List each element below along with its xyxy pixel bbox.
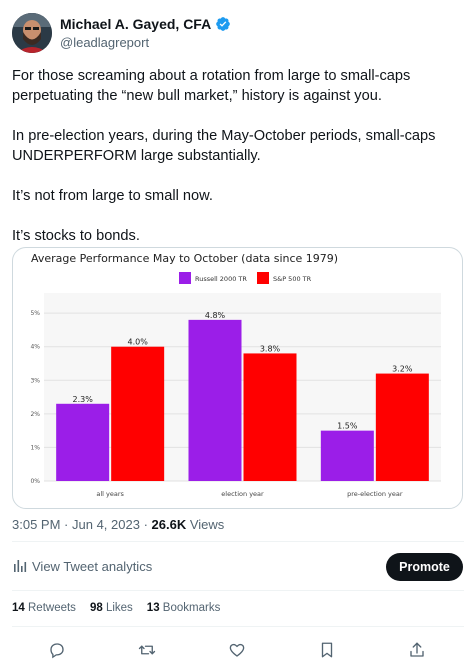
share-button[interactable] [405,638,429,662]
analytics-label: View Tweet analytics [32,558,153,574]
data-label: 3.2% [392,365,413,374]
verified-badge-icon [216,17,231,31]
legend-swatch [257,272,269,284]
bookmarks-label: Bookmarks [162,602,221,614]
bookmark-button[interactable] [315,638,339,662]
bookmark-icon [321,642,333,658]
author-handle[interactable]: @leadlagreport [60,35,150,50]
separator-dot: · [64,517,72,532]
likes-count: 98 [89,602,103,614]
divider [12,590,464,591]
bar [111,346,165,481]
likes-stat[interactable]: 98 Likes [90,602,133,614]
tweet-timestamp: 3:05 PM · Jun 4, 2023 · 26.6K Views [12,517,224,532]
bar [375,373,429,481]
x-tick-label: all years [96,490,124,498]
legend-label: S&P 500 TR [273,275,312,283]
data-label: 2.3% [73,395,94,404]
data-label: 4.0% [128,338,149,347]
plot-area [44,293,441,481]
tweet-time[interactable]: 3:05 PM [12,517,61,532]
legend-label: Russell 2000 TR [195,275,247,283]
like-icon [229,643,245,657]
bar-chart: Average Performance May to October (data… [30,252,441,498]
views-count: 26.6K [151,517,187,532]
chart-title: Average Performance May to October (data… [31,252,338,265]
bar [243,353,297,481]
x-tick-label: election year [221,490,264,498]
reply-icon [50,643,64,659]
y-tick-label: 0% [30,478,40,485]
likes-label: Likes [105,602,133,614]
tweet-header: Michael A. Gayed, CFA @leadlagreport [12,13,464,55]
retweets-count: 14 [12,602,25,614]
tweet-paragraph: It’s stocks to bonds. [12,228,140,244]
legend-swatch [179,272,191,284]
engagement-stats: 14 Retweets 98 Likes 13 Bookmarks [12,602,234,614]
divider [12,626,464,627]
bookmarks-count: 13 [146,602,160,614]
tweet-paragraph: For those screaming about a rotation fro… [12,68,411,104]
retweets-label: Retweets [28,602,76,614]
data-label: 3.8% [260,344,281,353]
bookmarks-stat[interactable]: 13 Bookmarks [147,602,221,614]
data-label: 4.8% [205,311,226,320]
y-tick-label: 4% [30,344,40,351]
view-analytics-link[interactable]: View Tweet analytics [12,558,152,574]
data-label: 1.5% [337,422,358,431]
bar [188,319,242,481]
analytics-bars-icon [14,560,27,572]
retweets-stat[interactable]: 14 Retweets [12,602,76,614]
tweet-date[interactable]: Jun 4, 2023 [72,517,140,532]
bar [56,403,110,481]
avatar[interactable] [12,13,52,53]
tweet-paragraph: It’s not from large to small now. [12,188,213,204]
divider [12,541,464,542]
y-tick-label: 5% [30,310,40,317]
author-name[interactable]: Michael A. Gayed, CFA [60,16,212,32]
bar [320,430,374,481]
promote-button[interactable]: Promote [386,553,463,581]
reply-button[interactable] [45,638,69,662]
x-tick-label: pre-election year [347,490,403,498]
views-label: Views [189,517,225,532]
retweet-icon [138,645,156,655]
chart-image[interactable]: Average Performance May to October (data… [12,247,463,509]
y-tick-label: 2% [30,411,40,418]
share-icon [410,642,424,657]
retweet-button[interactable] [135,638,159,662]
y-tick-label: 3% [30,377,40,384]
like-button[interactable] [225,638,249,662]
tweet-paragraph: In pre-election years, during the May-Oc… [12,128,436,164]
tweet-text: For those screaming about a rotation fro… [12,66,462,266]
y-tick-label: 1% [30,444,40,451]
separator-dot: · [143,517,152,532]
action-bar [0,638,476,662]
